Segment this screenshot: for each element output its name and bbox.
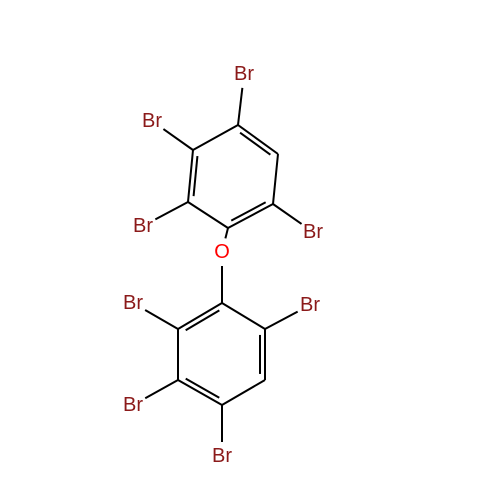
o-atom-label: O [214,241,230,263]
br-atom-label: Br [123,292,143,314]
br-atom-label: Br [212,445,232,467]
molecule-diagram: O Br Br Br Br Br Br Br Br [0,0,500,500]
br-atom-label: Br [303,221,323,243]
br-atom-label: Br [142,110,162,132]
br-atom-label: Br [300,294,320,316]
br-atom-label: Br [234,63,254,85]
br-atom-label: Br [133,215,153,237]
br-atom-label: Br [123,394,143,416]
